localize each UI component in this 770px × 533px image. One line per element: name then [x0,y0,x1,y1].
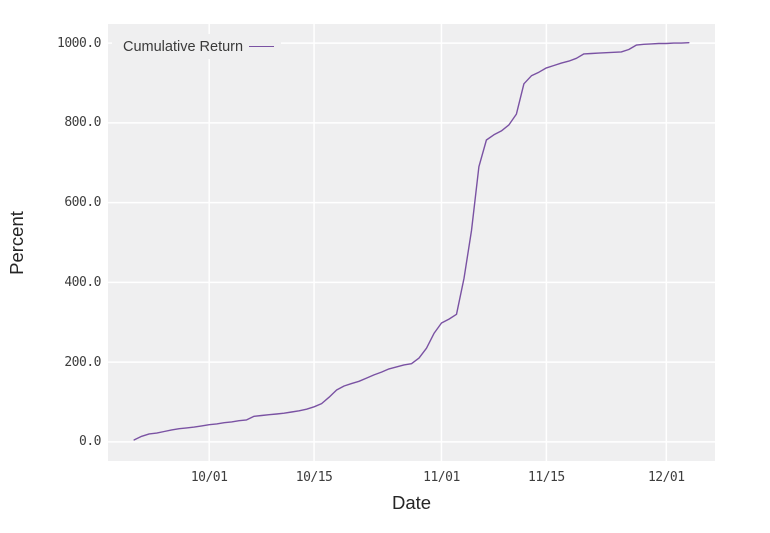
x-axis-title-wrap: Date [108,492,715,514]
y-tick-label: 600.0 [64,195,101,211]
x-axis-title: Date [391,492,432,513]
y-axis-title-wrap: Percent [4,24,30,461]
legend-line-swatch [249,46,275,47]
x-tick-label: 10/15 [295,470,333,485]
y-tick-label: 400.0 [64,274,101,290]
y-tick-label: 0.0 [79,434,101,450]
y-tick-label: 800.0 [64,115,101,131]
y-axis-title: Percent [6,210,28,275]
x-tick-label: 11/15 [528,470,565,485]
x-tick-label: 12/01 [647,470,685,485]
y-tick-label: 1000.0 [57,35,101,51]
plot-panel [108,24,715,461]
cumulative-return-line [133,42,690,441]
x-tick-label: 11/01 [423,470,460,485]
legend: Cumulative Return [112,34,282,59]
x-tick-label: 10/01 [190,470,228,485]
y-tick-label: 200.0 [64,354,101,370]
legend-label: Cumulative Return [123,38,244,55]
